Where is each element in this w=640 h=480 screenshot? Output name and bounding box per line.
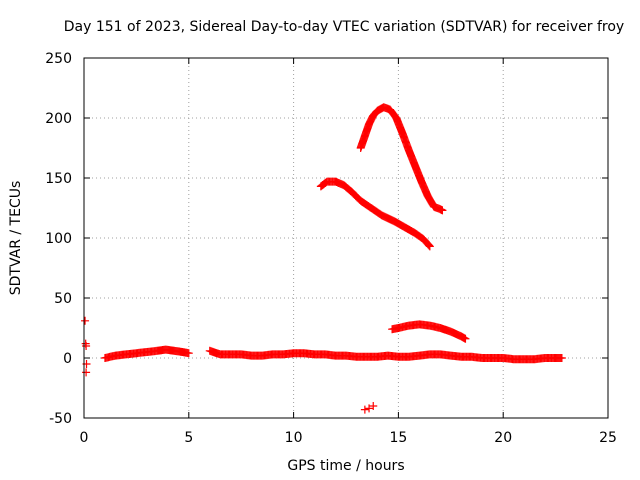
- y-tick-label: 150: [45, 171, 72, 187]
- axis-ticks: [83, 57, 609, 419]
- plot-frame: [83, 57, 609, 419]
- x-tick-label: 15: [389, 430, 407, 446]
- series-arc-low: [388, 320, 470, 343]
- x-tick-label: 0: [80, 430, 89, 446]
- x-axis-label: GPS time / hours: [287, 458, 404, 474]
- series-arc-high: [356, 103, 447, 215]
- point-marker: [425, 241, 434, 250]
- point-marker: [424, 240, 433, 249]
- y-tick-label: 0: [63, 351, 72, 367]
- data-series: [81, 103, 566, 414]
- y-tick-label: 250: [45, 51, 72, 67]
- grid: [84, 58, 608, 418]
- point-marker: [81, 316, 90, 325]
- series-baseline-1: [100, 345, 193, 362]
- point-marker: [369, 402, 378, 410]
- series-arc-mid: [316, 177, 434, 251]
- y-tick-label: 50: [54, 291, 72, 307]
- chart-title: Day 151 of 2023, Sidereal Day-to-day VTE…: [64, 19, 624, 35]
- x-tick-labels: 0 5 10 15 20 25: [80, 430, 617, 446]
- point-marker: [360, 405, 369, 414]
- point-marker: [365, 404, 374, 413]
- point-marker: [557, 354, 566, 362]
- y-tick-label: 100: [45, 231, 72, 247]
- x-tick-label: 25: [599, 430, 617, 446]
- x-tick-label: 20: [494, 430, 512, 446]
- point-marker: [184, 349, 193, 358]
- x-tick-label: 5: [184, 430, 193, 446]
- series-baseline-2: [205, 346, 566, 364]
- y-axis-label: SDTVAR / TECUs: [8, 181, 24, 296]
- point-marker: [82, 342, 91, 350]
- point-marker: [461, 334, 470, 343]
- series-isolated: [81, 316, 91, 377]
- point-marker: [438, 206, 447, 215]
- x-tick-label: 10: [285, 430, 303, 446]
- series-scatter-low: [360, 402, 378, 414]
- point-marker: [82, 368, 91, 377]
- y-tick-label: 200: [45, 111, 72, 127]
- y-tick-label: -50: [49, 411, 72, 427]
- y-tick-labels: -50 0 50 100 150 200 250: [45, 51, 72, 427]
- point-marker: [425, 242, 434, 251]
